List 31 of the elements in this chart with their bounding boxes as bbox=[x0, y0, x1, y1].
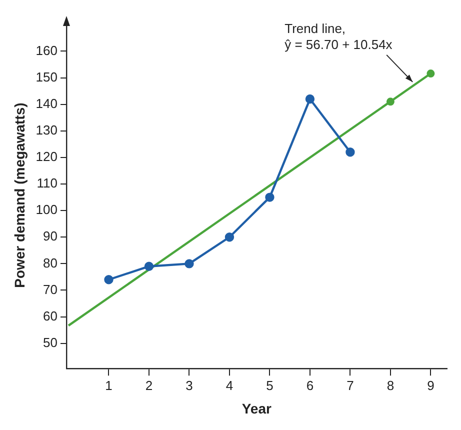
x-tick-label: 2 bbox=[145, 378, 153, 393]
x-tick-label: 3 bbox=[186, 378, 193, 393]
y-tick-label: 70 bbox=[43, 282, 58, 297]
point bbox=[346, 148, 355, 157]
y-tick-label: 130 bbox=[36, 122, 58, 138]
point bbox=[144, 262, 154, 271]
y-tick-label: 90 bbox=[43, 228, 58, 244]
y-axis-title: Power demand (megawatts) bbox=[11, 102, 28, 288]
y-tick-label: 120 bbox=[36, 149, 58, 164]
x-axis-title: Year bbox=[242, 400, 272, 416]
x-tick-label: 9 bbox=[427, 378, 434, 393]
point bbox=[104, 275, 114, 284]
y-tick-label: 160 bbox=[36, 42, 58, 58]
y-tick-label: 100 bbox=[36, 202, 58, 218]
x-tick-label: 4 bbox=[226, 378, 234, 393]
y-tick-label: 150 bbox=[36, 69, 58, 84]
point bbox=[224, 232, 234, 242]
x-tick-label: 6 bbox=[306, 378, 314, 393]
x-tick-label: 8 bbox=[386, 378, 394, 393]
annotation: Trend line, ŷ = 56.70 + 10.54x bbox=[284, 20, 393, 52]
x-tick-label: 5 bbox=[266, 378, 274, 393]
y-tick-label: 140 bbox=[36, 96, 58, 111]
y-tick-label: 80 bbox=[43, 255, 58, 270]
x-tick-label: 7 bbox=[346, 378, 354, 393]
point bbox=[305, 94, 315, 104]
y-tick-label: 50 bbox=[43, 334, 58, 350]
x-tick-label: 1 bbox=[105, 378, 112, 393]
y-tick-label: 110 bbox=[36, 176, 58, 191]
point bbox=[265, 192, 274, 202]
point bbox=[184, 259, 194, 268]
y-tick-label: 60 bbox=[43, 308, 58, 324]
